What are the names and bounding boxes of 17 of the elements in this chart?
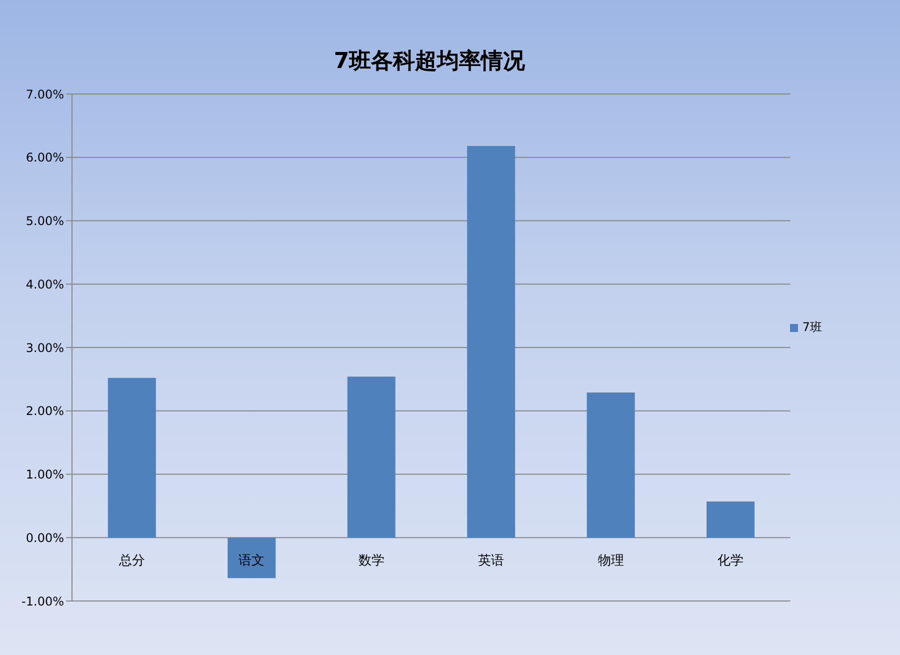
y-tick-label: 1.00%	[26, 468, 64, 482]
x-tick-label: 英语	[478, 554, 504, 569]
y-tick-label: 6.00%	[26, 150, 64, 165]
y-tick-label: 5.00%	[26, 214, 64, 228]
chart-title: 7班各科超均率情况	[332, 48, 526, 76]
y-tick-label: 0.00%	[26, 530, 64, 545]
x-tick-label: 数学	[358, 554, 384, 569]
x-tick-label: 语文	[238, 554, 265, 569]
y-tick-label: 7.00%	[26, 87, 64, 102]
x-tick-label: 化学	[717, 554, 744, 569]
y-tick-label: -1.00%	[22, 594, 64, 608]
legend-label: 7班	[802, 320, 822, 334]
y-tick-label: 3.00%	[26, 340, 64, 355]
x-tick-label: 总分	[118, 554, 145, 569]
x-tick-label: 物理	[598, 554, 624, 569]
y-tick-label: 2.00%	[26, 404, 64, 418]
y-tick-label: 4.00%	[26, 277, 64, 292]
